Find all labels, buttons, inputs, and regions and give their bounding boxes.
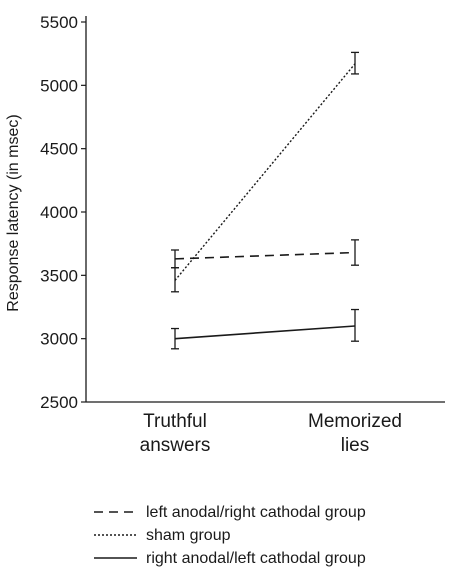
series-1: [171, 239, 359, 269]
legend-label: left anodal/right cathodal group: [146, 504, 366, 521]
x-axis: Truthful answers Memorized lies: [86, 401, 445, 456]
series-line: [174, 325, 356, 340]
error-bar: [171, 327, 179, 350]
y-axis-title: Response latency (in msec): [5, 114, 22, 311]
y-tick-label: 4500: [40, 140, 78, 159]
plot-area: [171, 51, 359, 350]
y-tick-label: 5500: [40, 13, 78, 32]
series-line: [174, 251, 356, 260]
legend-label: sham group: [146, 527, 231, 544]
y-tick-label: 2500: [40, 393, 78, 412]
legend-item: right anodal/left cathodal group: [94, 550, 366, 567]
y-tick-label: 3000: [40, 330, 78, 349]
series-2: [171, 51, 359, 293]
legend-label: right anodal/left cathodal group: [146, 550, 366, 567]
legend: left anodal/right cathodal group sham gro…: [94, 504, 366, 567]
error-bar: [351, 239, 359, 266]
y-tick-label: 3500: [40, 266, 78, 285]
error-bar: [351, 308, 359, 342]
legend-item: sham group: [94, 527, 231, 544]
y-tick-label: 5000: [40, 76, 78, 95]
x-category-label: Truthful answers: [140, 411, 211, 456]
error-bar: [351, 51, 359, 75]
y-tick-label: 4000: [40, 203, 78, 222]
legend-item: left anodal/right cathodal group: [94, 504, 366, 521]
y-axis: 2500 3000 3500 4000 4500 5000 5500 Response la…: [5, 13, 87, 412]
error-bar: [171, 267, 179, 293]
series-line: [174, 63, 356, 281]
series-3: [171, 308, 359, 350]
x-category-label: Memorized lies: [308, 411, 402, 456]
